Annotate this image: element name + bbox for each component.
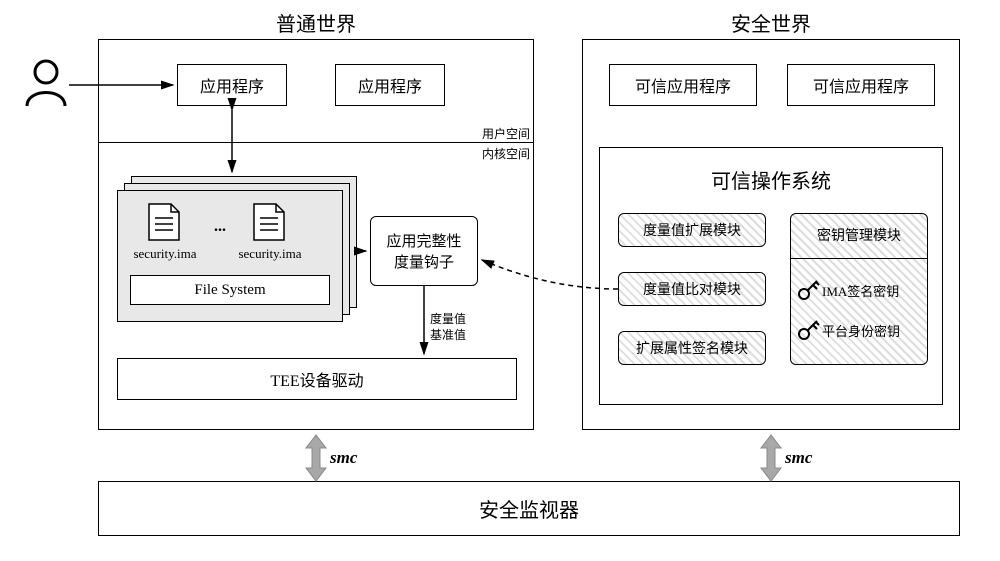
arrows-layer (0, 0, 1000, 561)
base-val-label: 基准值 (430, 326, 480, 343)
smc2-label: smc (785, 448, 825, 468)
meas-val-label: 度量值 (430, 310, 480, 327)
smc1-label: smc (330, 448, 370, 468)
